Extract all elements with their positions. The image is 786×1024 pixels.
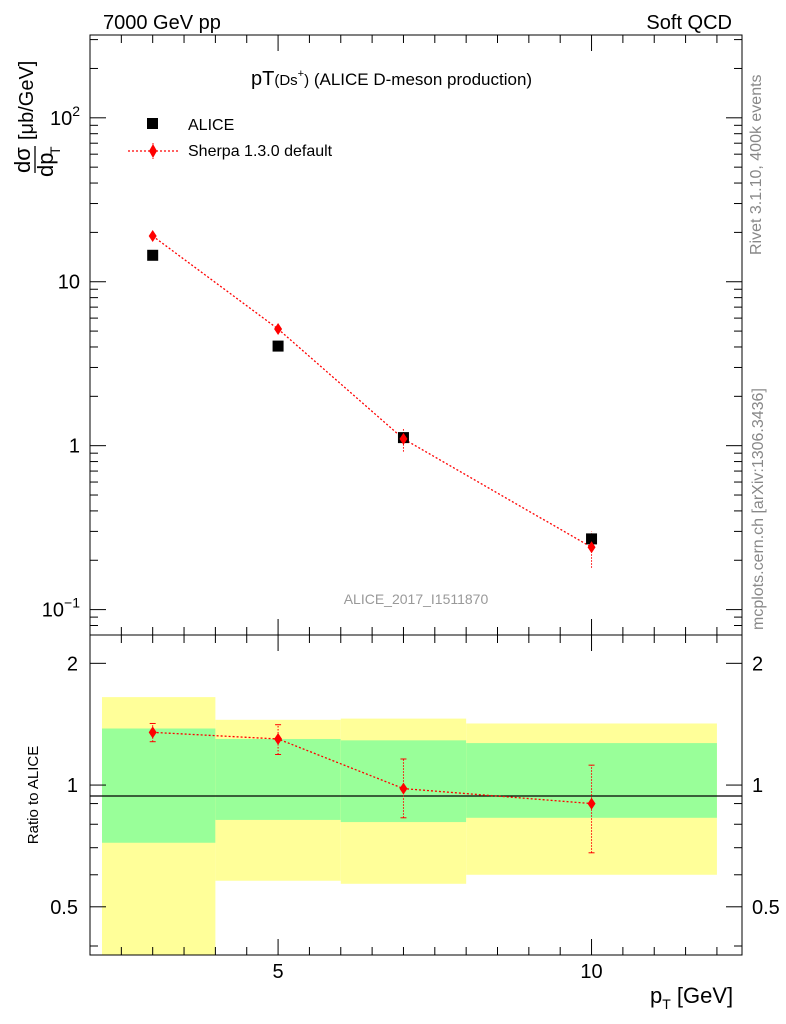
ratio-bands — [102, 697, 717, 955]
sherpa-point — [587, 541, 596, 554]
ratio-sherpa-point — [587, 797, 596, 810]
main-ytick-label: 10 — [58, 272, 80, 294]
sherpa-point — [274, 322, 283, 335]
title-rest: (ALICE D-meson production) — [309, 70, 532, 89]
ratio-ylabel: Ratio to ALICE — [25, 746, 42, 844]
main-ytick-label-base: 10 — [50, 108, 72, 130]
ylabel-unit: [μb/GeV] — [16, 61, 38, 140]
analysis-tag: ALICE_2017_I1511870 — [344, 591, 489, 607]
xlabel-unit: [GeV] — [671, 983, 733, 1008]
legend-alice-label: ALICE — [188, 117, 234, 134]
ratio-panel: 0.5 0.5 1 1 2 2 5 10 Ratio to ALICE pT [GeV] — [25, 634, 780, 1012]
xtick-label: 10 — [580, 961, 602, 983]
xlabel-p: p — [650, 983, 662, 1008]
main-ytick-label-exp: 2 — [72, 103, 80, 119]
main-title: pT(Ds+) (ALICE D-meson production) — [251, 68, 532, 90]
legend-alice-marker — [147, 118, 158, 129]
legend-sherpa-marker — [149, 144, 157, 158]
title-close: ) — [304, 72, 309, 89]
legend-sherpa-label: Sherpa 1.3.0 default — [188, 143, 333, 160]
ylabel-denominator: dp — [33, 153, 58, 177]
sherpa-point — [399, 432, 408, 445]
title-main: pT — [251, 68, 274, 90]
ratio-data-layer — [148, 722, 596, 854]
ratio-band-green — [102, 728, 216, 843]
sherpa-point — [148, 230, 157, 243]
ratio-ytick-label-left: 1 — [67, 775, 78, 797]
ratio-sherpa-point — [274, 732, 283, 745]
ratio-ytick-label-left: 2 — [67, 653, 78, 675]
alice-point — [272, 340, 284, 352]
xlabel-sub: T — [662, 996, 671, 1012]
ylabel-denominator-sub: T — [47, 146, 63, 155]
main-ytick-label: 1 — [69, 436, 80, 458]
title-sup: + — [298, 68, 304, 80]
header-right: Soft QCD — [646, 12, 732, 34]
main-ytick-label: 102 — [50, 103, 80, 130]
ratio-ytick-label-right: 2 — [752, 653, 763, 675]
ratio-ytick-label-left: 0.5 — [50, 897, 78, 919]
ratio-sherpa-line — [152, 731, 592, 805]
xlabel: pT [GeV] — [650, 983, 733, 1012]
rivet-label: Rivet 3.1.10, 400k events — [748, 74, 765, 255]
main-ytick-label-base: 10 — [42, 600, 64, 622]
xtick-label: 5 — [273, 961, 284, 983]
main-ylabel: dσ dp T [μb/GeV] — [10, 61, 63, 177]
ratio-frame — [89, 634, 743, 956]
ratio-ytick-label-right: 0.5 — [752, 897, 780, 919]
ratio-band-green — [215, 738, 341, 820]
main-data-layer — [147, 230, 598, 568]
main-ytick-label-exp: −1 — [64, 595, 80, 611]
ylabel-numerator: dσ — [10, 147, 35, 173]
legend: ALICE Sherpa 1.3.0 default — [128, 117, 333, 160]
sherpa-line — [152, 235, 592, 548]
ratio-sherpa-point — [399, 782, 408, 795]
mcplots-label: mcplots.cern.ch [arXiv:1306.3436] — [750, 388, 767, 630]
alice-point — [147, 249, 159, 261]
alice-point — [586, 533, 598, 545]
title-sub: (Ds — [274, 72, 297, 89]
header-left: 7000 GeV pp — [103, 12, 221, 34]
ratio-axes: 0.5 0.5 1 1 2 2 5 10 — [50, 635, 780, 983]
main-ytick-label: 10−1 — [42, 595, 80, 622]
ratio-sherpa-point — [148, 726, 157, 739]
ratio-ytick-label-right: 1 — [752, 775, 763, 797]
